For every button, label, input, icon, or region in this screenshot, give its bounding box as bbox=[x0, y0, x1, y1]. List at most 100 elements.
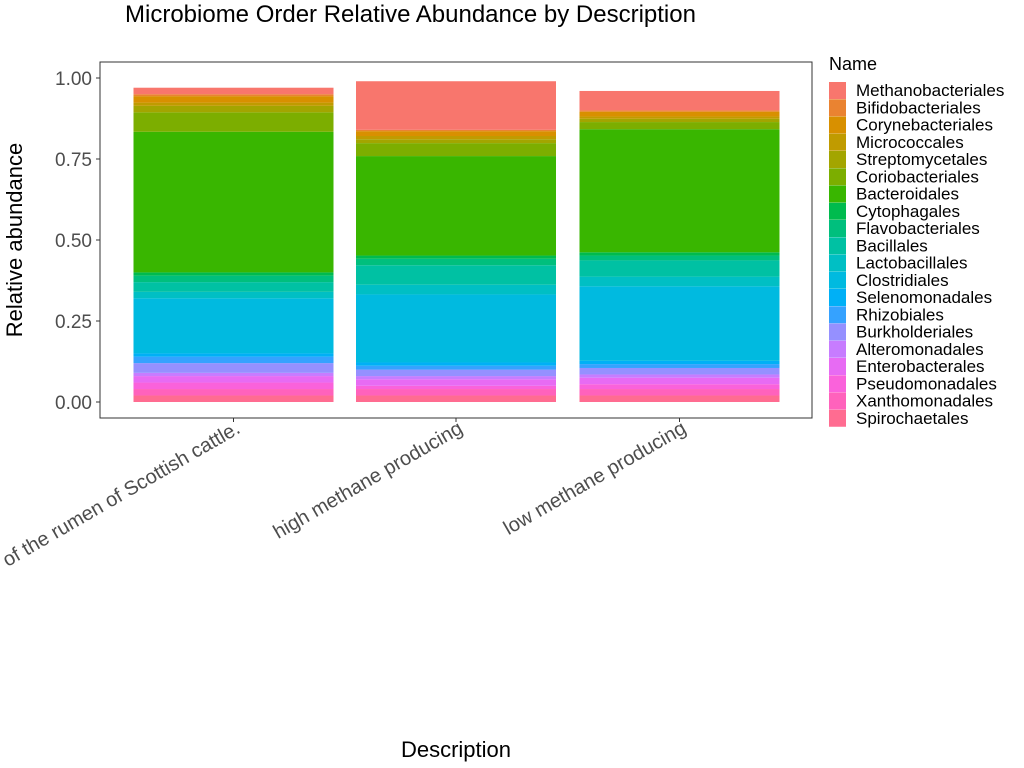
bar-segment bbox=[579, 374, 780, 378]
legend-label: Coriobacteriales bbox=[856, 167, 979, 186]
legend-swatch bbox=[829, 392, 846, 410]
bar-segment bbox=[356, 284, 556, 295]
legend-swatch bbox=[829, 185, 846, 203]
bar-segment bbox=[579, 384, 780, 390]
bar-segment bbox=[579, 364, 780, 368]
legend-swatch bbox=[829, 116, 846, 134]
legend-swatch bbox=[829, 375, 846, 393]
bar-segment bbox=[579, 90, 780, 111]
legend-label: Micrococcales bbox=[856, 133, 964, 152]
y-tick-label: 0.00 bbox=[55, 393, 92, 414]
legend-swatch bbox=[829, 271, 846, 289]
bar-segment bbox=[133, 105, 334, 113]
y-tick-label: 0.50 bbox=[55, 231, 92, 252]
legend-label: Burkholderiales bbox=[856, 323, 973, 342]
legend-label: Xanthomonadales bbox=[856, 392, 993, 411]
legend-label: Lactobacillales bbox=[856, 254, 968, 273]
bar-segment bbox=[133, 112, 334, 132]
bar-segment bbox=[133, 87, 334, 95]
bar-segment bbox=[133, 372, 334, 377]
legend-label: Enterobacterales bbox=[856, 357, 985, 376]
bar-segment bbox=[356, 139, 556, 144]
bar-segment bbox=[579, 118, 780, 123]
x-axis: of the rumen of Scottish cattle. high met… bbox=[0, 417, 690, 571]
bar-segment bbox=[133, 395, 334, 402]
bar-segment bbox=[579, 367, 780, 375]
bar-segment bbox=[133, 275, 334, 283]
bar-segment bbox=[133, 356, 334, 364]
bar-segment bbox=[579, 395, 780, 402]
bar-segment bbox=[579, 116, 780, 119]
y-axis-label: Relative abundance bbox=[2, 143, 27, 337]
legend-label: Pseudomonadales bbox=[856, 374, 997, 393]
bar-segment bbox=[133, 353, 334, 357]
y-axis: 0.00 0.25 0.50 0.75 1.00 bbox=[55, 69, 100, 414]
bar-segment bbox=[356, 255, 556, 259]
legend-swatch bbox=[829, 133, 846, 151]
bar-segment bbox=[356, 129, 556, 132]
bar-segment bbox=[133, 272, 334, 276]
bar-segment bbox=[579, 129, 780, 253]
legend-label: Streptomycetales bbox=[856, 150, 987, 169]
bar-segment bbox=[579, 111, 780, 117]
legend-label: Methanobacteriales bbox=[856, 81, 1004, 100]
bar-segment bbox=[579, 276, 780, 287]
legend-label: Rhizobiales bbox=[856, 305, 944, 324]
bar-segment bbox=[579, 252, 780, 256]
legend-swatch bbox=[829, 289, 846, 306]
bar-segment bbox=[133, 389, 334, 396]
legend-label: Bacteroidales bbox=[856, 185, 959, 204]
bar-segment bbox=[356, 135, 556, 140]
legend-swatch bbox=[829, 306, 846, 324]
bar-segment bbox=[356, 385, 556, 390]
bar-segment bbox=[356, 265, 556, 285]
legend-swatch bbox=[829, 82, 846, 99]
bar-segment bbox=[133, 363, 334, 373]
bar-segment bbox=[133, 96, 334, 103]
legend-swatch bbox=[829, 99, 846, 117]
legend-swatch bbox=[829, 168, 846, 186]
bar-segment bbox=[356, 294, 556, 363]
bar-segment bbox=[356, 379, 556, 386]
bar-segment bbox=[133, 298, 334, 354]
legend-swatch bbox=[829, 323, 846, 341]
legend-swatch bbox=[829, 237, 846, 255]
legend-label: Spirochaetales bbox=[856, 409, 968, 428]
bar-segment bbox=[356, 156, 556, 256]
bar-segment bbox=[133, 382, 334, 390]
legend-label: Corynebacteriales bbox=[856, 116, 993, 135]
legend-label: Bifidobacteriales bbox=[856, 98, 981, 117]
bar-segment bbox=[579, 255, 780, 261]
legend-label: Clostridiales bbox=[856, 271, 949, 290]
bar-segment bbox=[356, 131, 556, 136]
bar-segment bbox=[356, 376, 556, 380]
bar-segment bbox=[133, 376, 334, 383]
bar-segment bbox=[133, 282, 334, 292]
y-tick-label: 0.75 bbox=[55, 150, 92, 171]
x-tick-label: high methane producing bbox=[270, 417, 467, 543]
bar-segment bbox=[579, 377, 780, 385]
x-tick-label: low methane producing bbox=[500, 417, 690, 539]
legend-swatch bbox=[829, 340, 846, 358]
legend: Name MethanobacterialesBifidobacteriales… bbox=[829, 54, 1004, 428]
legend-swatch bbox=[829, 358, 846, 375]
y-tick-label: 0.25 bbox=[55, 312, 92, 333]
bar-segment bbox=[356, 389, 556, 396]
legend-swatch bbox=[829, 202, 846, 220]
x-tick-label: of the rumen of Scottish cattle. bbox=[0, 417, 244, 571]
legend-title: Name bbox=[829, 54, 877, 74]
legend-label: Cytophagales bbox=[856, 202, 960, 221]
bar-segment bbox=[356, 395, 556, 402]
bar-segment bbox=[579, 389, 780, 396]
bar-segment bbox=[579, 122, 780, 130]
chart-title: Microbiome Order Relative Abundance by D… bbox=[125, 1, 696, 28]
legend-label: Selenomonadales bbox=[856, 288, 992, 307]
legend-swatch bbox=[829, 409, 846, 427]
legend-swatch bbox=[829, 151, 846, 168]
bar-segment bbox=[356, 365, 556, 370]
bar-segment bbox=[356, 369, 556, 377]
bar-segment bbox=[579, 360, 780, 365]
bar-segment bbox=[356, 143, 556, 157]
bar-segment bbox=[356, 81, 556, 130]
legend-label: Alteromonadales bbox=[856, 340, 984, 359]
